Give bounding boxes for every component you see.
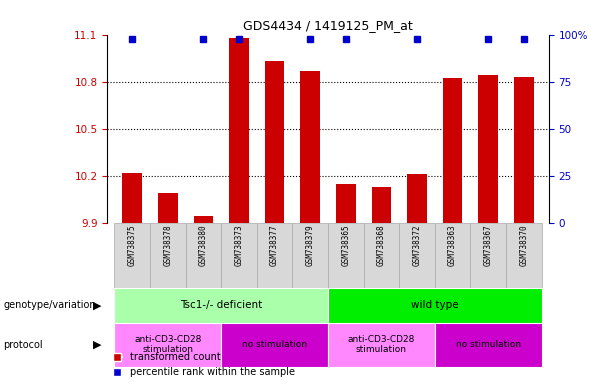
Bar bbox=[194, 217, 213, 223]
FancyBboxPatch shape bbox=[292, 223, 328, 288]
Text: GSM738377: GSM738377 bbox=[270, 225, 279, 266]
Bar bbox=[328, 323, 435, 367]
Bar bbox=[158, 193, 178, 223]
Text: no stimulation: no stimulation bbox=[455, 340, 520, 349]
Bar bbox=[435, 323, 541, 367]
FancyBboxPatch shape bbox=[328, 223, 364, 288]
Text: GSM738367: GSM738367 bbox=[484, 225, 493, 266]
Bar bbox=[407, 174, 427, 223]
Bar bbox=[514, 77, 533, 223]
FancyBboxPatch shape bbox=[221, 223, 257, 288]
Text: anti-CD3-CD28
stimulation: anti-CD3-CD28 stimulation bbox=[134, 335, 202, 354]
Text: genotype/variation: genotype/variation bbox=[3, 300, 96, 310]
Text: GSM738375: GSM738375 bbox=[128, 225, 137, 266]
Text: GSM738372: GSM738372 bbox=[413, 225, 422, 266]
Text: GSM738379: GSM738379 bbox=[306, 225, 314, 266]
FancyBboxPatch shape bbox=[150, 223, 186, 288]
Bar bbox=[265, 61, 284, 223]
Text: ▶: ▶ bbox=[93, 339, 101, 350]
FancyBboxPatch shape bbox=[364, 223, 399, 288]
Text: GSM738363: GSM738363 bbox=[448, 225, 457, 266]
FancyBboxPatch shape bbox=[257, 223, 292, 288]
Legend: transformed count, percentile rank within the sample: transformed count, percentile rank withi… bbox=[112, 353, 295, 377]
Bar bbox=[115, 323, 221, 367]
FancyBboxPatch shape bbox=[115, 223, 150, 288]
Bar bbox=[221, 323, 328, 367]
Bar bbox=[371, 187, 391, 223]
Bar bbox=[443, 78, 462, 223]
Text: no stimulation: no stimulation bbox=[242, 340, 307, 349]
Text: protocol: protocol bbox=[3, 339, 43, 350]
Title: GDS4434 / 1419125_PM_at: GDS4434 / 1419125_PM_at bbox=[243, 19, 413, 32]
Bar bbox=[115, 288, 328, 323]
Text: Tsc1-/- deficient: Tsc1-/- deficient bbox=[180, 300, 262, 310]
Text: anti-CD3-CD28
stimulation: anti-CD3-CD28 stimulation bbox=[348, 335, 415, 354]
Bar bbox=[229, 38, 249, 223]
FancyBboxPatch shape bbox=[435, 223, 470, 288]
Bar bbox=[300, 71, 320, 223]
FancyBboxPatch shape bbox=[470, 223, 506, 288]
Bar bbox=[328, 288, 541, 323]
Bar bbox=[123, 172, 142, 223]
Text: wild type: wild type bbox=[411, 300, 459, 310]
Text: GSM738370: GSM738370 bbox=[519, 225, 528, 266]
Text: ▶: ▶ bbox=[93, 300, 101, 310]
Text: GSM738365: GSM738365 bbox=[341, 225, 350, 266]
Text: GSM738373: GSM738373 bbox=[234, 225, 243, 266]
Text: GSM738368: GSM738368 bbox=[377, 225, 386, 266]
Text: GSM738380: GSM738380 bbox=[199, 225, 208, 266]
FancyBboxPatch shape bbox=[506, 223, 541, 288]
FancyBboxPatch shape bbox=[399, 223, 435, 288]
Text: GSM738378: GSM738378 bbox=[163, 225, 172, 266]
Bar bbox=[336, 184, 356, 223]
FancyBboxPatch shape bbox=[186, 223, 221, 288]
Bar bbox=[478, 75, 498, 223]
